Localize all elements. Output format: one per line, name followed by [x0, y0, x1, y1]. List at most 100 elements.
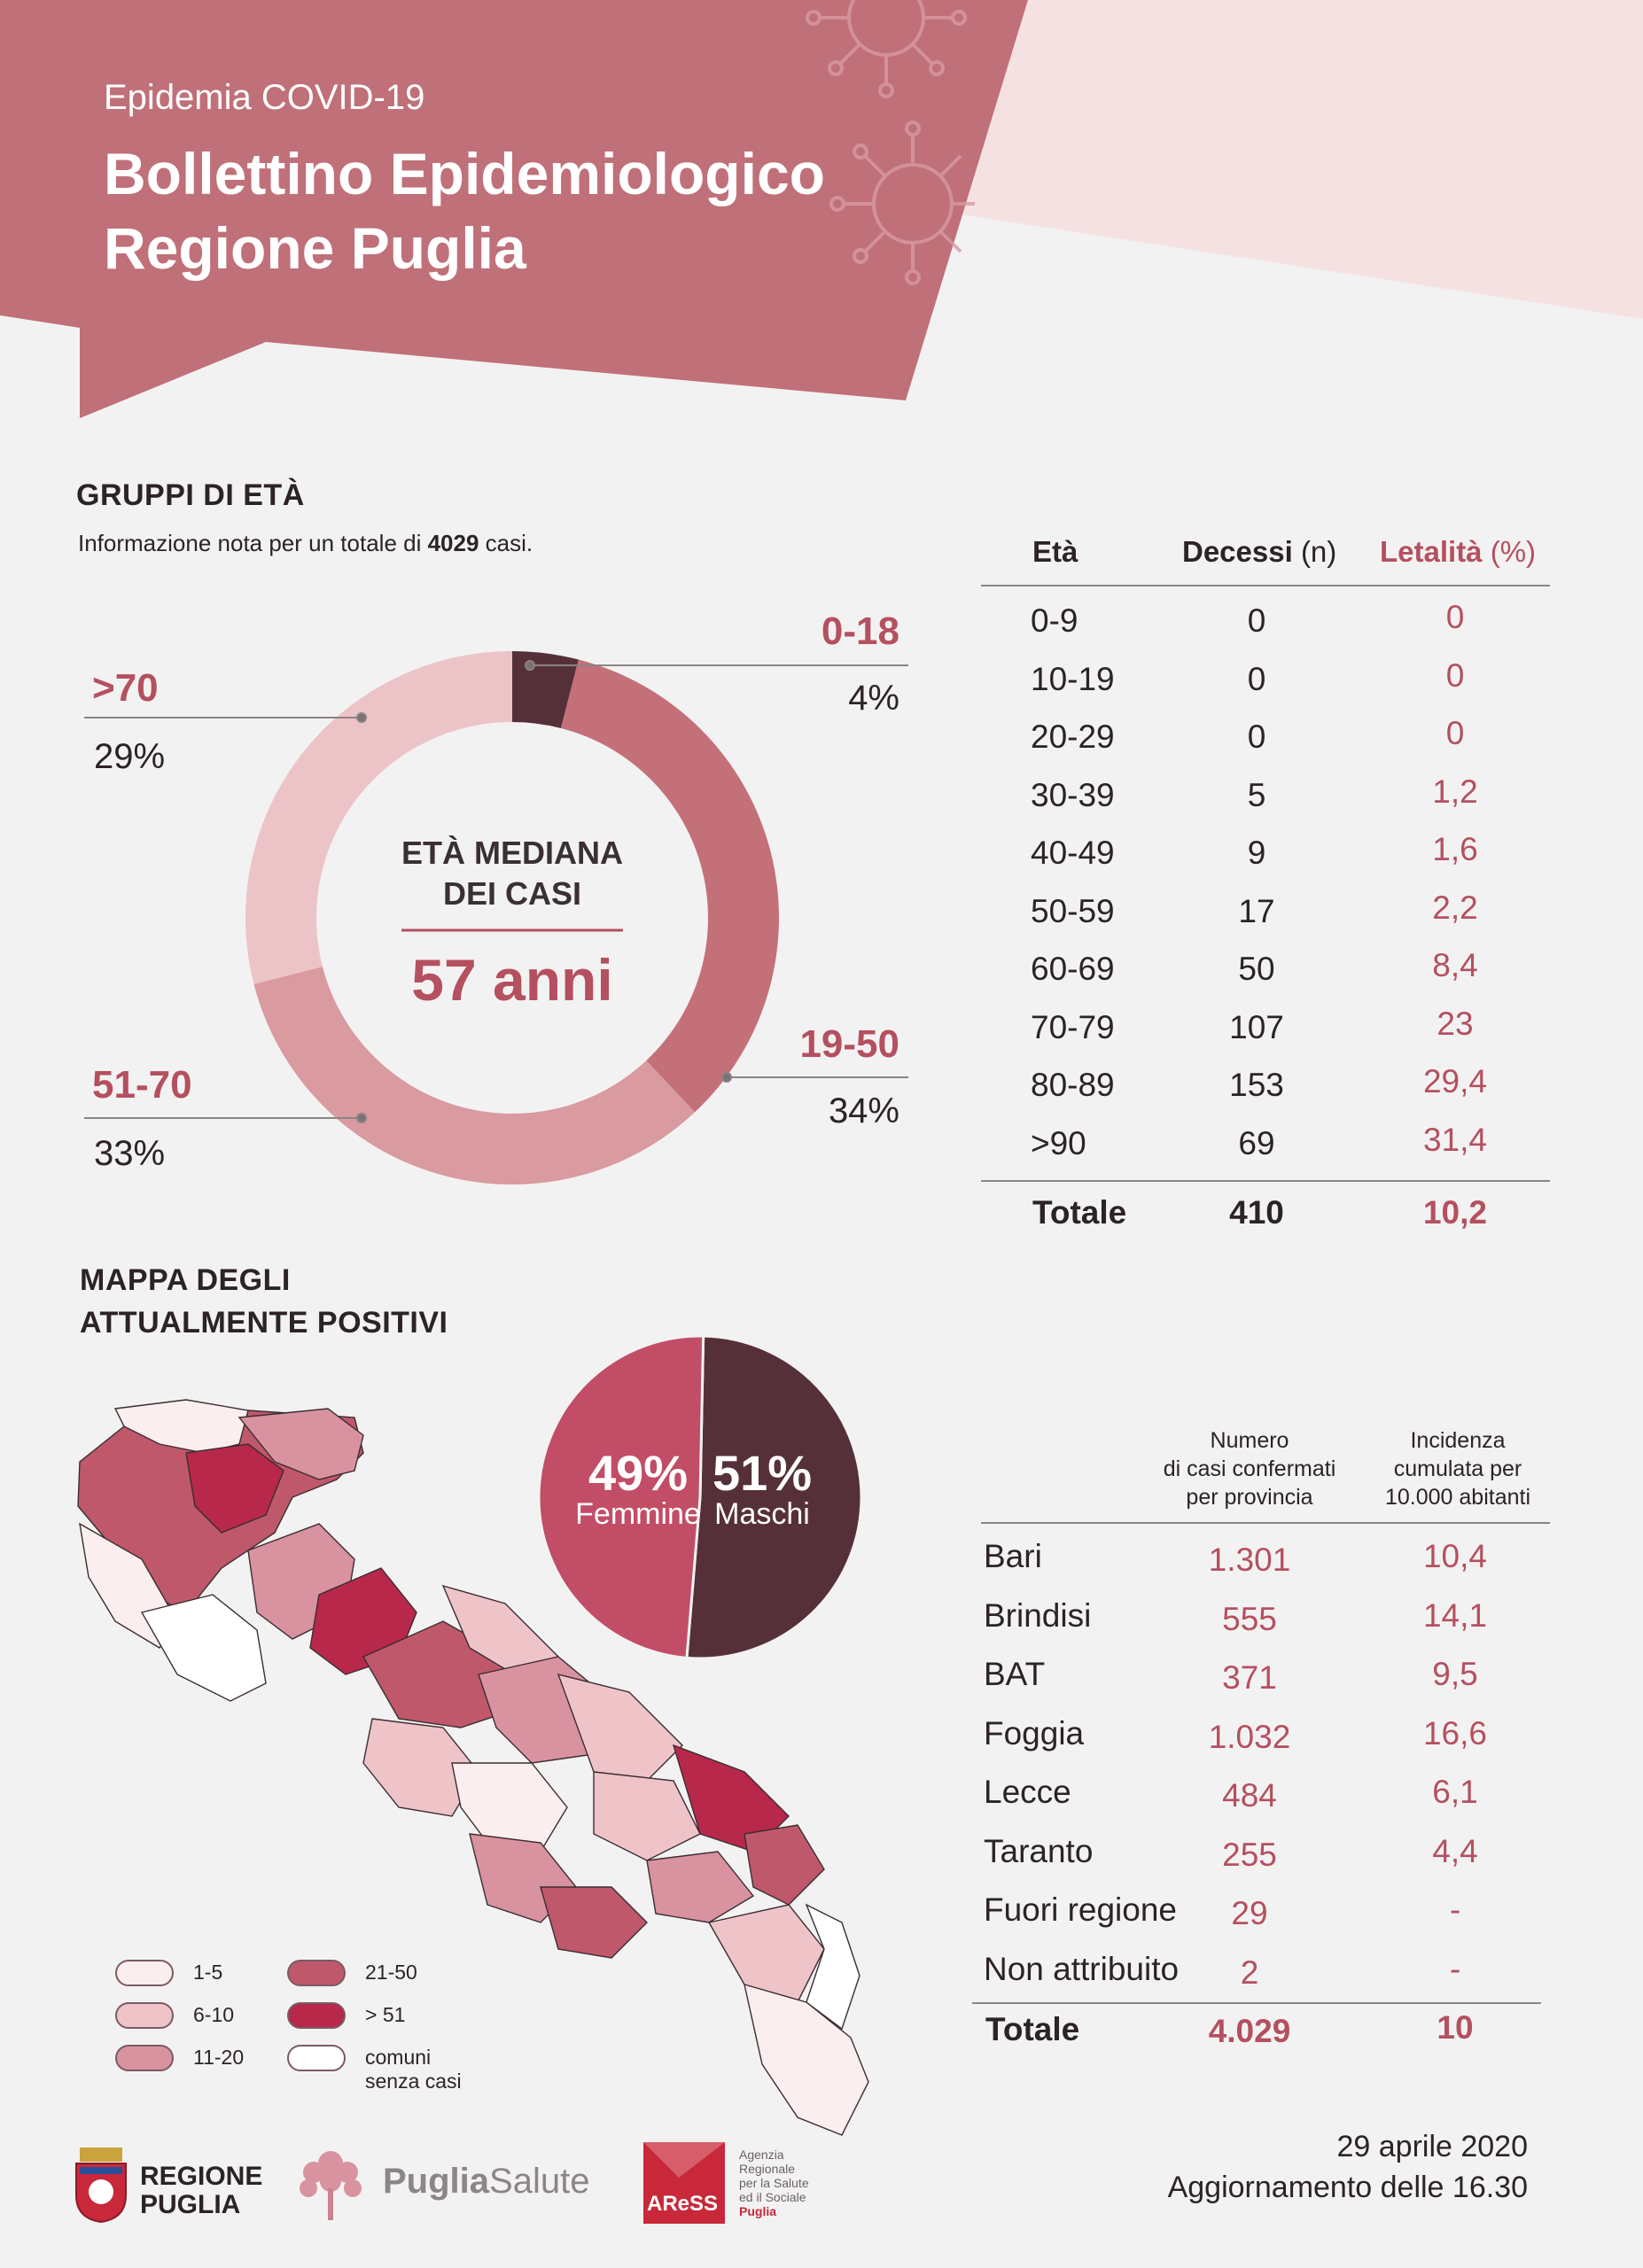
table-cell-deaths: 5 — [1247, 776, 1266, 813]
age-donut-chart — [84, 651, 908, 1184]
total-deaths: 410 — [1229, 1194, 1284, 1231]
map-heading-line1: MAPPA DEGLI — [80, 1263, 291, 1297]
table-cell-deaths: 50 — [1238, 951, 1275, 987]
aress-desc-line: Agenzia — [739, 2148, 784, 2162]
province-incidence: 16,6 — [1422, 1714, 1487, 1751]
header-cases: Numero di casi confermati per provincia — [1134, 1426, 1365, 1511]
table-cell-age: 10-19 — [1031, 660, 1115, 697]
aress-desc-line: per la Salute — [739, 2176, 809, 2190]
province-incidence: 4,4 — [1432, 1832, 1478, 1869]
map-region-gargano — [237, 1408, 364, 1480]
header-cases-line: per provincia — [1186, 1485, 1313, 1510]
map-region-salento-east — [805, 1903, 860, 2031]
age-groups-subtitle: Informazione nota per un totale di 4029 … — [78, 530, 533, 557]
table-cell-deaths: 69 — [1238, 1124, 1275, 1161]
table-cell-lethality: 31,4 — [1422, 1121, 1487, 1158]
donut-category-label: 19-50 — [799, 1022, 899, 1066]
province-cases: 1.032 — [1208, 1718, 1291, 1755]
legend-swatch-51-plus — [287, 2002, 346, 2029]
donut-slices — [245, 651, 779, 1184]
province-name: Foggia — [984, 1714, 1085, 1751]
donut-slice — [253, 966, 696, 1184]
footer-date: 29 aprile 2020 — [1336, 2130, 1528, 2163]
page-title-line2: Regione Puglia — [104, 215, 526, 281]
virus-icon — [806, 0, 975, 285]
aress-desc-line: Puglia — [739, 2204, 777, 2218]
province-name: Brindisi — [984, 1596, 1092, 1634]
table-cell-lethality: 29,4 — [1422, 1063, 1487, 1099]
table-cell-age: 50-59 — [1031, 892, 1115, 929]
puglia-choropleth-map — [77, 1399, 869, 2136]
legend-label: 6-10 — [193, 2003, 235, 2026]
gender-slices — [537, 1334, 863, 1660]
legend-swatch-11-20 — [115, 2045, 174, 2071]
donut-category-label: >70 — [92, 666, 159, 710]
header-lethality-unit: (%) — [1490, 535, 1537, 568]
legend-label: > 51 — [365, 2003, 406, 2026]
province-incidence: - — [1449, 1891, 1461, 1928]
header-lethality: Letalità (%) — [1380, 535, 1536, 569]
map-heading-line2: ATTUALMENTE POSITIVI — [80, 1306, 448, 1340]
aress-logo-text: AReSS — [647, 2192, 719, 2216]
province-incidence: - — [1449, 1950, 1461, 1987]
province-cases: 484 — [1222, 1777, 1277, 1814]
header-incidence: Incidenza cumulata per 10.000 abitanti — [1356, 1426, 1560, 1511]
table-cell-deaths: 17 — [1238, 892, 1275, 929]
table-cell-age: 20-29 — [1031, 718, 1115, 755]
header-deaths-unit: (n) — [1300, 535, 1337, 568]
legend-label-2: senza casi — [365, 2070, 462, 2093]
gender-pie-chart — [537, 1334, 863, 1660]
legend-swatch-no-cases — [287, 2045, 346, 2071]
banner-light-shape — [948, 0, 1643, 319]
total-lethality: 10,2 — [1422, 1194, 1487, 1231]
table-cell-deaths: 0 — [1247, 718, 1266, 755]
map-region-brindisi-west — [593, 1771, 701, 1861]
table-divider — [981, 585, 1550, 586]
table-cell-deaths: 107 — [1229, 1008, 1284, 1045]
province-cases: 371 — [1222, 1659, 1277, 1696]
table-cell-deaths: 153 — [1229, 1067, 1284, 1103]
donut-category-label: 0-18 — [821, 610, 899, 653]
province-name: Fuori regione — [984, 1891, 1178, 1928]
pugliasalute-logo-text: PugliaSalute — [383, 2162, 589, 2202]
banner-main-shape — [0, 0, 1028, 418]
legend-swatch-21-50 — [287, 1960, 346, 1986]
table-cell-deaths: 0 — [1247, 602, 1266, 639]
table-cell-age: 30-39 — [1031, 776, 1115, 813]
province-cases: 255 — [1222, 1836, 1277, 1873]
header-cases-line: di casi confermati — [1163, 1456, 1336, 1481]
map-region-south-foggia — [140, 1594, 267, 1702]
map-region-lecce-center — [707, 1904, 825, 2003]
pie-slice-female — [537, 1334, 705, 1659]
province-total-incidence: 10 — [1437, 2009, 1474, 2046]
legend-label: 11-20 — [193, 2046, 245, 2069]
province-total-cases: 4.029 — [1208, 2013, 1291, 2049]
table-cell-age: >90 — [1031, 1124, 1086, 1161]
donut-value-label: 34% — [828, 1091, 899, 1130]
pie-value-label-female: 49% — [588, 1445, 689, 1501]
age-groups-heading: GRUPPI DI ETÀ — [76, 478, 305, 512]
province-incidence: 10,4 — [1422, 1538, 1487, 1574]
province-total-label: Totale — [985, 2011, 1080, 2047]
legend-label: 1-5 — [193, 1961, 223, 1984]
header-deaths-label: Decessi — [1182, 535, 1293, 568]
map-region-murgia — [362, 1718, 479, 1817]
table-divider — [981, 1180, 1550, 1182]
table-cell-lethality: 23 — [1437, 1005, 1474, 1042]
province-name: Taranto — [984, 1832, 1094, 1869]
aress-desc-line: Regionale — [739, 2162, 796, 2176]
province-incidence: 14,1 — [1422, 1596, 1487, 1634]
subtitle-suffix: casi. — [479, 530, 533, 556]
table-cell-deaths: 9 — [1247, 835, 1266, 871]
donut-leader-lines — [84, 660, 908, 1123]
regione-logo-line2: PUGLIA — [140, 2190, 241, 2219]
province-cases: 1.301 — [1208, 1542, 1291, 1578]
legend-swatch-1-5 — [115, 1960, 174, 1986]
province-name: Bari — [984, 1538, 1042, 1574]
regione-puglia-logo — [75, 2148, 127, 2224]
table-cell-age: 0-9 — [1031, 602, 1078, 639]
map-region-salento — [744, 1984, 869, 2136]
map-region-bari-east — [557, 1674, 683, 1782]
pie-category-label-female: Femmine — [575, 1497, 701, 1531]
table-cell-lethality: 2,2 — [1432, 889, 1478, 926]
